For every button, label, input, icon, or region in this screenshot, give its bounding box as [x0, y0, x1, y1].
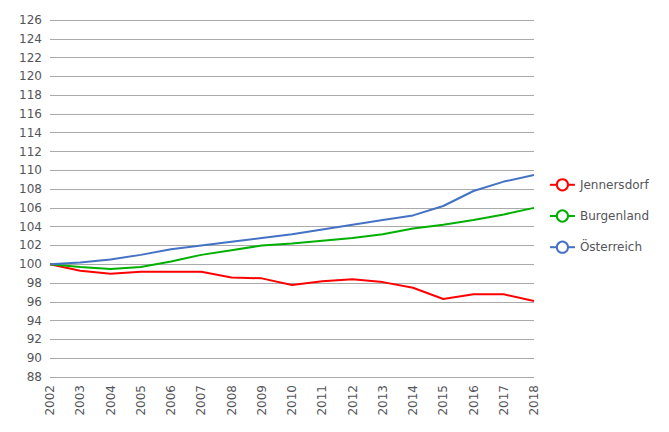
svg-text:2017: 2017: [497, 385, 511, 416]
svg-text:2016: 2016: [467, 385, 481, 416]
svg-text:88: 88: [27, 370, 42, 384]
svg-text:2004: 2004: [104, 385, 118, 416]
svg-text:2015: 2015: [436, 385, 450, 416]
svg-text:124: 124: [19, 32, 42, 46]
svg-text:96: 96: [27, 295, 42, 309]
svg-text:90: 90: [27, 351, 42, 365]
svg-text:2010: 2010: [285, 385, 299, 416]
svg-text:98: 98: [27, 276, 42, 290]
svg-text:Jennersdorf: Jennersdorf: [579, 178, 650, 192]
svg-text:Österreich: Österreich: [580, 238, 642, 254]
svg-text:126: 126: [19, 13, 42, 27]
svg-text:114: 114: [19, 126, 42, 140]
svg-text:112: 112: [19, 145, 42, 159]
svg-text:2008: 2008: [225, 385, 239, 416]
svg-text:2013: 2013: [376, 385, 390, 416]
svg-text:110: 110: [19, 163, 42, 177]
svg-text:2002: 2002: [43, 385, 57, 416]
svg-text:106: 106: [19, 201, 42, 215]
svg-text:2009: 2009: [255, 385, 269, 416]
svg-text:116: 116: [19, 107, 42, 121]
svg-text:100: 100: [19, 257, 42, 271]
svg-text:2003: 2003: [73, 385, 87, 416]
svg-text:2012: 2012: [346, 385, 360, 416]
svg-text:122: 122: [19, 51, 42, 65]
svg-text:118: 118: [19, 88, 42, 102]
svg-text:120: 120: [19, 69, 42, 83]
svg-text:2005: 2005: [134, 385, 148, 416]
svg-text:94: 94: [27, 314, 42, 328]
svg-text:2014: 2014: [406, 385, 420, 416]
svg-text:2018: 2018: [527, 385, 541, 416]
svg-text:92: 92: [27, 332, 42, 346]
svg-text:2006: 2006: [164, 385, 178, 416]
svg-text:108: 108: [19, 182, 42, 196]
svg-text:2011: 2011: [315, 385, 329, 416]
svg-text:2007: 2007: [194, 385, 208, 416]
svg-text:104: 104: [19, 220, 42, 234]
svg-text:102: 102: [19, 238, 42, 252]
svg-text:Burgenland: Burgenland: [580, 209, 649, 223]
